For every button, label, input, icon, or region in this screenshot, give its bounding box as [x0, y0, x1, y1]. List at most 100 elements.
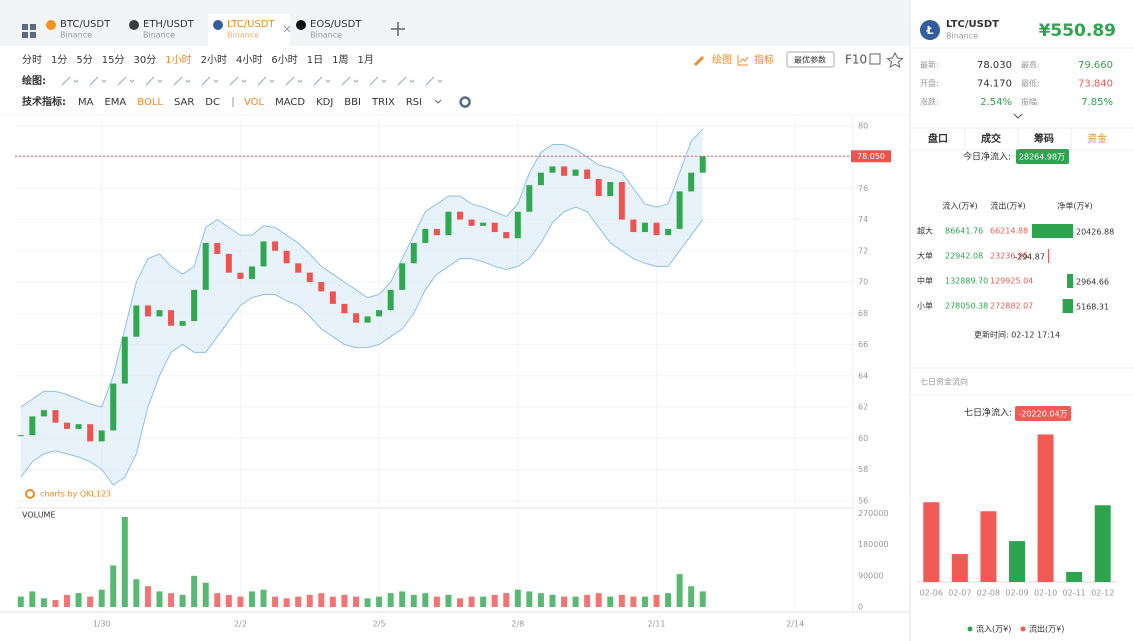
stat-value: 79.660 — [1078, 60, 1113, 71]
main-indicator[interactable]: SAR — [174, 97, 194, 108]
favorite-icon[interactable] — [886, 51, 904, 69]
draw-tool[interactable] — [229, 76, 247, 86]
draw-tool[interactable] — [61, 76, 79, 86]
tab-exchange[interactable]: Binance — [310, 31, 342, 40]
tab-close[interactable] — [283, 25, 291, 33]
today-net-badge — [1016, 149, 1069, 164]
period[interactable]: 1小时 — [165, 54, 191, 66]
candle-body — [260, 241, 267, 267]
volume-bar — [607, 596, 614, 607]
period[interactable]: 15分 — [102, 54, 125, 66]
draw-tool[interactable] — [285, 76, 303, 86]
tab-exchange[interactable]: Binance — [227, 31, 259, 40]
period[interactable]: 1分 — [51, 54, 67, 66]
tab-bar — [0, 0, 910, 46]
volume-bar — [699, 591, 706, 607]
draw-tool[interactable] — [397, 76, 415, 86]
period[interactable]: 1日 — [307, 55, 323, 66]
tool-draw[interactable]: 绘图 — [712, 53, 732, 66]
volume-bar — [572, 596, 579, 607]
fullscreen-icon[interactable] — [869, 53, 881, 65]
tab-pair[interactable]: LTC/USDT — [227, 19, 275, 30]
tab-pair[interactable]: BTC/USDT — [60, 19, 111, 30]
candle-body — [214, 242, 221, 254]
volume-bar — [618, 594, 625, 607]
period[interactable]: 4小时 — [236, 54, 262, 66]
period[interactable]: 1周 — [332, 54, 348, 66]
period[interactable]: 5分 — [76, 54, 92, 66]
candle-body — [665, 228, 672, 236]
sub-indicator[interactable]: MACD — [275, 97, 305, 108]
ltc-logo — [920, 20, 940, 40]
candle-body — [480, 222, 487, 226]
candle-body — [422, 228, 429, 243]
panel-tab[interactable]: 资金 — [1087, 132, 1107, 145]
volume-bar — [491, 594, 498, 607]
candle-body — [17, 435, 24, 437]
candle-body — [676, 191, 683, 229]
tab-pair[interactable]: ETH/USDT — [143, 19, 195, 30]
add-tab[interactable] — [391, 22, 405, 36]
draw-tool[interactable] — [313, 76, 331, 86]
x-tick-label: 2/8 — [511, 620, 524, 629]
draw-tool[interactable] — [257, 76, 275, 86]
main-indicator[interactable]: DC — [205, 97, 220, 108]
period[interactable]: 6小时 — [271, 54, 297, 66]
sub-indicator[interactable]: BBI — [344, 97, 361, 108]
panel-tab[interactable]: 盘口 — [928, 132, 948, 145]
seven-day-net-value: -20220.04万 — [1018, 410, 1067, 419]
candle-body — [607, 182, 614, 197]
candle-body — [272, 241, 279, 251]
tab-exchange[interactable]: Binance — [60, 31, 92, 40]
optimal-button[interactable] — [786, 51, 835, 68]
sub-indicator[interactable]: RSI — [406, 97, 422, 108]
main-indicator[interactable]: MA — [78, 97, 94, 108]
sub-indicator[interactable]: VOL — [244, 97, 265, 108]
main-indicator[interactable]: EMA — [104, 97, 126, 108]
draw-tool[interactable] — [201, 76, 219, 86]
outflow: 272882.07 — [990, 302, 1033, 311]
f10[interactable]: F10 — [845, 53, 867, 67]
y-tick-label: 64 — [858, 371, 868, 380]
draw-tool[interactable] — [369, 76, 387, 86]
menu-icon[interactable] — [22, 24, 36, 38]
settings-icon[interactable] — [459, 96, 471, 108]
period[interactable]: 1月 — [357, 54, 373, 66]
candle-body — [283, 250, 290, 264]
panel-tab[interactable]: 成交 — [981, 132, 1001, 145]
optimal-label[interactable]: 最优参数 — [794, 55, 826, 65]
tab-exchange[interactable]: Binance — [143, 31, 175, 40]
bollinger-band — [20, 128, 703, 486]
expand-icon[interactable] — [1013, 113, 1023, 119]
row-label: 中单 — [917, 276, 933, 286]
draw-tool[interactable] — [89, 76, 107, 86]
sub-indicator[interactable]: KDJ — [316, 97, 333, 108]
sub-indicator[interactable]: TRIX — [371, 97, 395, 108]
volume-bar — [202, 582, 209, 607]
inflow: 86641.76 — [945, 227, 983, 236]
period[interactable]: 30分 — [133, 54, 156, 66]
volume-bar — [248, 591, 255, 607]
main-indicator[interactable]: BOLL — [137, 97, 163, 108]
candle-body — [168, 310, 175, 326]
draw-tool[interactable] — [425, 76, 443, 86]
indicator-more[interactable] — [434, 99, 442, 104]
panel-tab[interactable]: 筹码 — [1034, 132, 1054, 145]
y-tick-label: 72 — [858, 246, 868, 255]
candle-body — [376, 310, 383, 317]
period[interactable]: 2小时 — [201, 54, 227, 66]
draw-tool[interactable] — [145, 76, 163, 86]
volume-bar — [399, 591, 406, 607]
volume-bar — [352, 596, 359, 607]
stat-label: 开盘: — [920, 78, 939, 88]
tool-indicator[interactable]: 指标 — [754, 53, 774, 66]
logo-glyph: Ł — [925, 24, 933, 37]
tab-pair[interactable]: EOS/USDT — [310, 19, 362, 30]
outflow: 23236.95 — [990, 252, 1028, 261]
y-tick-label: 68 — [858, 309, 868, 318]
draw-tool[interactable] — [173, 76, 191, 86]
draw-tool[interactable] — [341, 76, 359, 86]
draw-tool[interactable] — [117, 76, 135, 86]
period[interactable]: 分时 — [22, 54, 42, 66]
